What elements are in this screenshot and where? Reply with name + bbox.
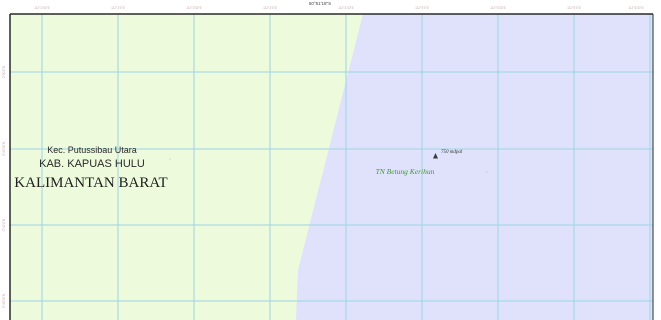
top-tick-label: 112°4'0"E [263,6,277,10]
top-tick-label: 112°2'60"E [34,6,50,10]
left-tick-label: 0°49'0"N [2,218,6,231]
kabupaten-label: KAB. KAPUAS HULU [39,158,145,170]
top-tick-label: 112°5'0"E [415,6,429,10]
top-tick-label: 112°6'0"E [567,6,581,10]
top-tick-label: 112°3'30"E [186,6,202,10]
top-tick-label: 112°6'30"E [628,6,644,10]
national-park-area [296,14,653,320]
map-speck [169,158,171,160]
left-tick-label: 0°49'30"N [2,141,6,156]
left-tick-label: 0°48'30"N [2,293,6,308]
top-tick-label: 112°4'30"E [338,6,354,10]
left-tick-label: 0°50'0"N [2,65,6,78]
provinsi-label: KALIMANTAN BARAT [14,175,167,191]
graticule [10,14,653,320]
map-speck [486,171,488,173]
map-top-heading: 50°51'18"S [309,1,331,6]
kecamatan-label: Kec. Putussibau Utara [47,145,137,155]
top-tick-label: 112°5'30"E [490,6,506,10]
elevation-label: 750 mdpal [441,150,463,155]
top-tick-label: 112°3'0"E [111,6,125,10]
national-park-label: TN Betung Kerihun [376,167,435,176]
triangle-summit-icon [433,153,438,159]
